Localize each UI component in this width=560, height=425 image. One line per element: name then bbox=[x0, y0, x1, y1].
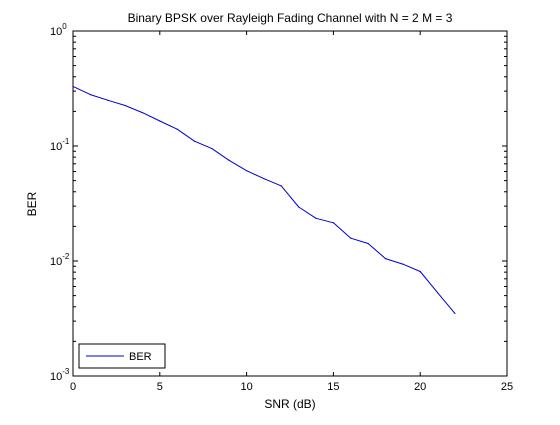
y-tick-exponent: -2 bbox=[62, 252, 70, 261]
data-point bbox=[367, 242, 369, 245]
x-tick-label: 25 bbox=[501, 381, 513, 393]
chart-title: Binary BPSK over Rayleigh Fading Channel… bbox=[128, 11, 453, 25]
data-point bbox=[280, 185, 282, 187]
data-point bbox=[402, 263, 404, 265]
data-point bbox=[454, 312, 456, 315]
y-tick-label: 10-3 bbox=[50, 367, 70, 383]
data-point bbox=[89, 93, 91, 96]
data-point bbox=[419, 270, 421, 273]
data-point bbox=[124, 104, 126, 107]
data-point bbox=[350, 237, 352, 239]
data-point bbox=[176, 128, 178, 130]
y-tick-label: 100 bbox=[50, 22, 67, 38]
y-tick-base: 10 bbox=[50, 371, 62, 383]
data-point bbox=[298, 206, 300, 208]
y-tick-exponent: 0 bbox=[62, 22, 67, 31]
data-point bbox=[72, 85, 74, 87]
y-tick-label: 10-1 bbox=[50, 137, 70, 153]
y-tick-label: 10-2 bbox=[50, 252, 70, 268]
data-point bbox=[107, 99, 109, 101]
data-point bbox=[332, 222, 334, 224]
x-tick-label: 15 bbox=[327, 381, 339, 393]
x-tick-label: 20 bbox=[414, 381, 426, 393]
y-axis-label: BER bbox=[25, 191, 39, 216]
legend: BER bbox=[78, 343, 166, 369]
data-point bbox=[193, 140, 196, 142]
y-tick-exponent: -3 bbox=[62, 367, 70, 376]
data-point bbox=[246, 170, 248, 172]
data-point bbox=[436, 292, 439, 294]
data-point bbox=[159, 120, 161, 122]
plot-area bbox=[72, 30, 508, 377]
x-axis-label: SNR (dB) bbox=[264, 397, 315, 411]
legend-label-ber: BER bbox=[129, 351, 152, 363]
data-point bbox=[228, 159, 230, 161]
x-tick-label: 10 bbox=[240, 381, 252, 393]
data-point bbox=[263, 178, 265, 180]
data-point bbox=[315, 217, 317, 219]
y-tick-base: 10 bbox=[50, 26, 62, 38]
y-tick-base: 10 bbox=[50, 141, 62, 153]
x-axis-ticks: 0 5 10 15 20 25 bbox=[70, 31, 513, 393]
y-tick-base: 10 bbox=[50, 256, 62, 268]
data-point bbox=[211, 147, 213, 150]
data-point bbox=[141, 112, 144, 114]
data-point bbox=[384, 257, 387, 260]
x-tick-label: 5 bbox=[157, 381, 163, 393]
series-layer bbox=[72, 85, 456, 315]
y-tick-exponent: -1 bbox=[62, 137, 70, 146]
x-tick-label: 0 bbox=[70, 381, 76, 393]
